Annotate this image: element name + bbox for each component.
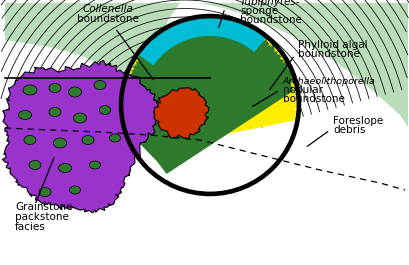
Polygon shape [138, 18, 265, 65]
Text: nodular: nodular [282, 85, 322, 95]
Text: debris: debris [332, 125, 364, 135]
Ellipse shape [39, 188, 51, 197]
Text: boundstone: boundstone [297, 49, 359, 59]
Text: Tubiphytes-: Tubiphytes- [239, 0, 300, 7]
Text: Phylloid algal: Phylloid algal [297, 40, 367, 50]
Ellipse shape [82, 135, 94, 144]
Ellipse shape [99, 105, 110, 114]
Ellipse shape [73, 113, 86, 123]
Text: Archaeolithoporella: Archaeolithoporella [282, 77, 375, 86]
Ellipse shape [89, 161, 100, 169]
Text: Grainstone-: Grainstone- [15, 202, 76, 212]
Polygon shape [2, 61, 159, 213]
Ellipse shape [94, 81, 106, 90]
Polygon shape [5, 3, 407, 127]
Text: facies: facies [15, 222, 46, 232]
Ellipse shape [18, 111, 31, 120]
Polygon shape [121, 16, 298, 149]
Text: boundstone: boundstone [239, 15, 301, 25]
Text: boundstone: boundstone [77, 14, 139, 24]
Ellipse shape [109, 134, 120, 142]
Ellipse shape [49, 108, 61, 117]
Text: packstone: packstone [15, 212, 69, 222]
Ellipse shape [58, 164, 71, 173]
Text: Foreslope: Foreslope [332, 116, 382, 126]
Ellipse shape [23, 85, 37, 95]
Ellipse shape [24, 135, 36, 144]
Ellipse shape [68, 87, 81, 97]
Polygon shape [153, 88, 209, 139]
Ellipse shape [53, 138, 66, 148]
Ellipse shape [70, 186, 80, 194]
Polygon shape [121, 17, 295, 174]
Text: boundstone: boundstone [282, 94, 344, 104]
Text: sponge: sponge [239, 6, 277, 16]
Ellipse shape [29, 161, 41, 170]
Ellipse shape [49, 83, 61, 92]
Text: Collenella: Collenella [82, 4, 133, 14]
